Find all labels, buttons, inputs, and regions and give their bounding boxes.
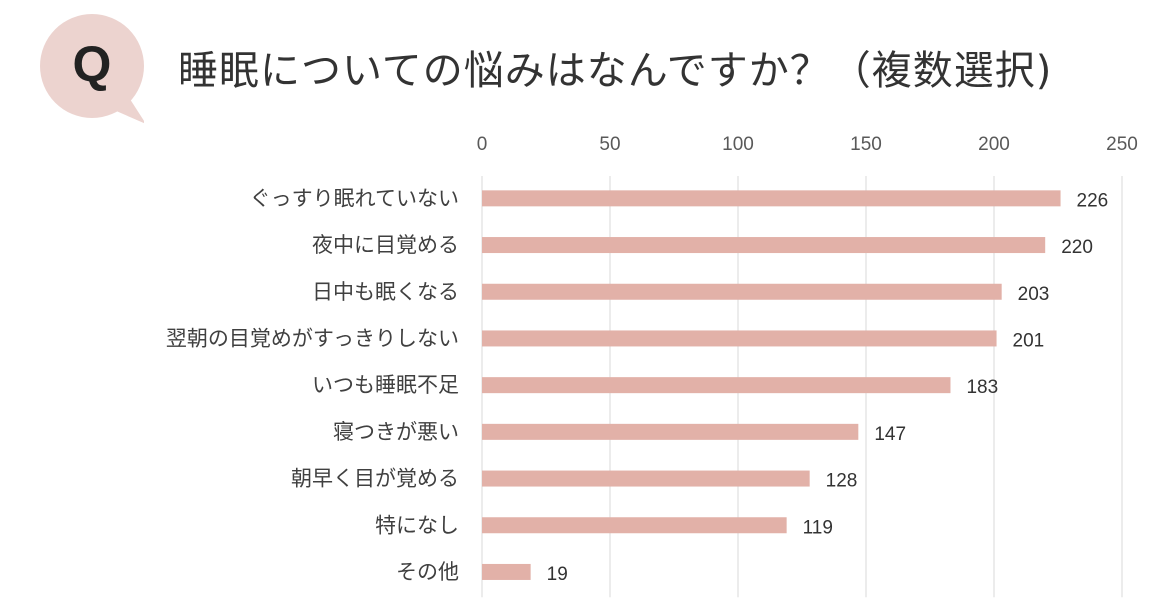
data-label: 203 bbox=[1018, 284, 1050, 305]
data-label: 19 bbox=[547, 564, 568, 585]
bar bbox=[482, 377, 951, 394]
x-tick-label: 100 bbox=[722, 134, 754, 155]
question-badge-tail bbox=[114, 96, 144, 124]
bar bbox=[482, 423, 859, 440]
category-label: 寝つきが悪い bbox=[333, 421, 459, 444]
x-tick-label: 250 bbox=[1106, 134, 1138, 155]
bar bbox=[482, 283, 1002, 300]
bar bbox=[482, 517, 787, 534]
category-label: 日中も眠くなる bbox=[312, 281, 459, 304]
category-label: 特になし bbox=[375, 514, 459, 537]
x-tick-label: 150 bbox=[850, 134, 882, 155]
category-label: いつも睡眠不足 bbox=[312, 374, 459, 397]
bar bbox=[482, 330, 997, 347]
category-label: ぐっすり眠れていない bbox=[250, 187, 459, 210]
category-label: その他 bbox=[396, 561, 459, 584]
x-tick-label: 0 bbox=[477, 134, 488, 155]
bar bbox=[482, 190, 1061, 207]
question-badge-letter: Q bbox=[72, 36, 112, 92]
data-label: 201 bbox=[1013, 330, 1045, 351]
bar bbox=[482, 237, 1046, 254]
bar bbox=[482, 470, 810, 487]
data-label: 128 bbox=[826, 471, 858, 492]
data-label: 226 bbox=[1077, 190, 1109, 211]
data-label: 147 bbox=[874, 424, 906, 445]
bar bbox=[482, 563, 531, 580]
page-title: 睡眠についての悩みはなんですか？（複数選択) bbox=[178, 48, 1053, 94]
data-label: 220 bbox=[1061, 237, 1093, 258]
question-badge: Q bbox=[40, 14, 144, 124]
data-label: 119 bbox=[803, 517, 833, 538]
category-label: 翌朝の目覚めがすっきりしない bbox=[166, 327, 459, 350]
category-label: 朝早く目が覚める bbox=[291, 468, 459, 491]
category-label: 夜中に目覚める bbox=[312, 234, 459, 257]
data-label: 183 bbox=[966, 377, 998, 398]
x-tick-label: 200 bbox=[978, 134, 1010, 155]
question-badge-bubble bbox=[40, 14, 144, 118]
x-tick-label: 50 bbox=[599, 134, 620, 155]
